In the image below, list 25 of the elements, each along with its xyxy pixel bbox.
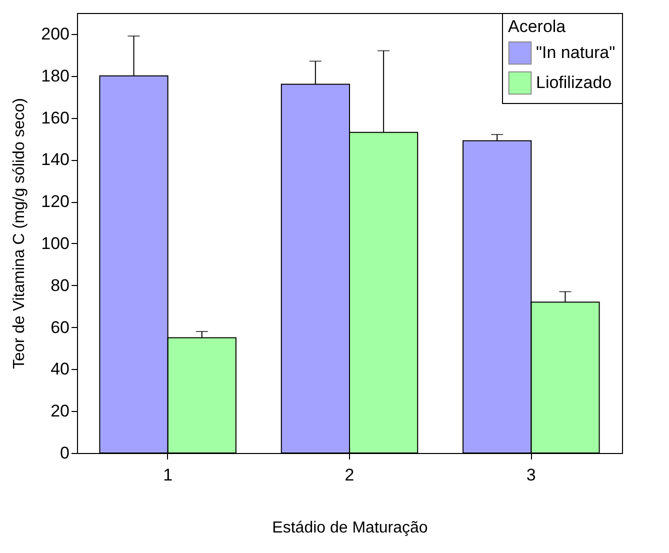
bar: [167, 337, 236, 454]
legend-title: Acerola: [508, 17, 566, 36]
x-axis-title: Estádio de Maturação: [272, 520, 428, 536]
x-tick-label: 3: [526, 466, 536, 484]
y-tick-label: 180: [41, 66, 70, 86]
y-tick-label: 100: [41, 234, 70, 253]
bar: [462, 140, 532, 454]
y-tick-label: 0: [60, 444, 70, 462]
y-tick-label: 60: [50, 318, 70, 337]
y-tick-label: 140: [41, 150, 70, 170]
y-axis-title: Teor de Vitamina C (mg/g sólido seco): [11, 98, 28, 369]
x-tick-label: 1: [163, 466, 173, 484]
bar: [530, 302, 600, 454]
y-tick-label: 160: [41, 108, 70, 128]
x-tick-label: 2: [344, 466, 354, 484]
y-tick-label: 40: [50, 360, 70, 379]
y-tick-label: 200: [41, 24, 70, 44]
legend-label: Liofilizado: [536, 73, 612, 92]
bar: [99, 75, 168, 454]
legend-label: "In natura": [536, 43, 616, 62]
bar: [280, 84, 350, 454]
y-tick-label: 120: [41, 192, 70, 212]
y-tick-label: 20: [50, 402, 70, 421]
y-tick-label: 80: [50, 276, 70, 295]
bar: [349, 132, 418, 454]
